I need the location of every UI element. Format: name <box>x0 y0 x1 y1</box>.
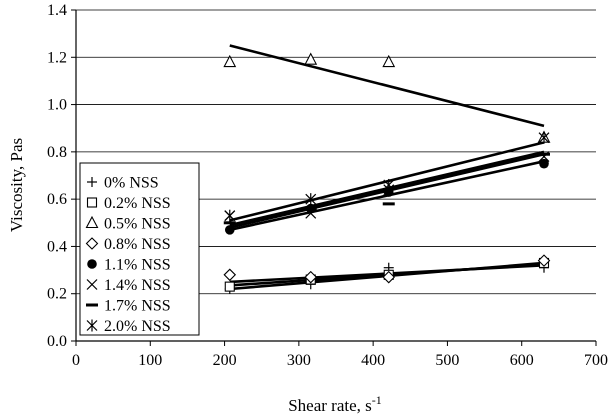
x-tick-label: 600 <box>510 352 534 369</box>
data-point <box>224 225 235 235</box>
y-tick-label: 1.2 <box>47 49 67 66</box>
y-tick-label: 1.4 <box>47 2 67 19</box>
legend-marker <box>87 177 97 187</box>
data-point <box>382 54 396 68</box>
data-markers <box>223 52 551 294</box>
trend-lines <box>229 44 545 291</box>
legend-label: 0.2% NSS <box>104 195 171 212</box>
y-tick-label: 0.8 <box>47 144 67 161</box>
data-point <box>382 270 396 284</box>
legend-marker <box>85 237 99 250</box>
x-axis-title: Shear rate, s-1 <box>288 393 382 415</box>
legend-label: 1.4% NSS <box>104 277 171 294</box>
x-tick-label: 100 <box>138 352 162 369</box>
legend-marker <box>86 319 98 332</box>
data-point <box>304 270 318 284</box>
x-tick-label: 0 <box>72 352 80 369</box>
legend-label: 0.5% NSS <box>104 216 171 233</box>
y-tick-label: 0.0 <box>47 333 67 350</box>
legend-marker <box>86 279 98 290</box>
data-point <box>537 254 551 267</box>
x-axis-title-superscript: -1 <box>372 393 382 407</box>
legend-label: 1.7% NSS <box>104 298 171 315</box>
data-point <box>539 158 549 169</box>
legend: 0% NSS 0.2% NSS 0.5% NSS 0.8% NSS 1.1% NSS 1.… <box>79 162 200 336</box>
data-point <box>223 268 237 282</box>
data-point <box>383 178 395 191</box>
x-tick-label: 200 <box>213 352 237 369</box>
x-tick-label: 300 <box>287 352 311 369</box>
y-axis-title: Viscosity, Pas <box>7 138 26 232</box>
y-tick-label: 1.0 <box>47 97 67 114</box>
data-point <box>224 281 235 292</box>
legend-marker <box>85 215 99 229</box>
x-tick-label: 700 <box>584 352 608 369</box>
legend-box <box>79 162 200 336</box>
trend-line <box>229 44 545 128</box>
data-point <box>383 187 394 197</box>
tick-labels: 0.0 0.2 0.4 0.6 0.8 1.0 1.2 1.4 0 100 200 300 400 500… <box>47 2 608 369</box>
legend-label: 1.1% NSS <box>104 257 171 274</box>
data-point <box>538 131 550 144</box>
y-tick-label: 0.6 <box>47 191 67 208</box>
data-point <box>305 193 317 206</box>
legend-label: 0.8% NSS <box>104 236 171 253</box>
legend-marker <box>87 259 97 269</box>
data-point <box>223 54 237 68</box>
y-tick-label: 0.4 <box>47 238 67 255</box>
trend-line <box>229 141 545 222</box>
data-point <box>304 52 318 65</box>
legend-marker <box>86 197 98 208</box>
x-tick-label: 400 <box>361 352 385 369</box>
legend-label: 2.0% NSS <box>104 318 171 335</box>
y-tick-label: 0.2 <box>47 286 67 303</box>
x-axis-title-text: Shear rate, s <box>288 396 372 415</box>
x-tick-label: 500 <box>435 352 459 369</box>
axes <box>71 9 597 346</box>
legend-label: 0% NSS <box>104 175 159 192</box>
data-point <box>224 209 236 222</box>
